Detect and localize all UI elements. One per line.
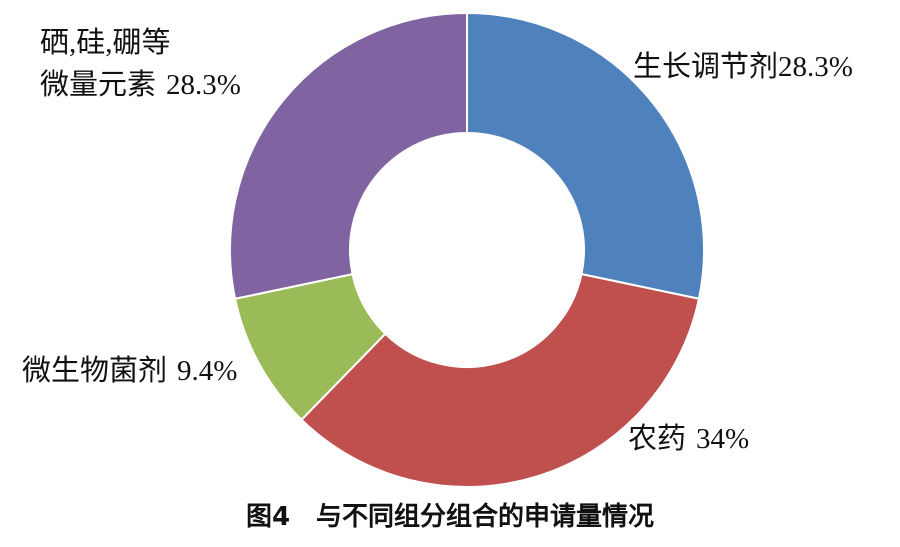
value-label: 34%: [696, 423, 750, 455]
chart-caption: 图4 与不同组分组合的申请量情况: [245, 502, 655, 532]
data-label: 农药 34%: [628, 418, 749, 460]
donut-segment: [300, 272, 701, 488]
value-label: 28.3%: [166, 69, 241, 101]
value-label: 28.3%: [778, 51, 853, 83]
value-label: 9.4%: [177, 355, 238, 387]
category-label: 微生物菌剂: [22, 355, 168, 387]
category-label: 农药: [628, 423, 687, 455]
donut-segment: [466, 11, 705, 300]
category-label: 硒,硅,硼等 微量元素: [40, 27, 171, 101]
donut-segment: [229, 11, 468, 300]
category-label: 生长调节剂: [633, 51, 779, 83]
data-label: 硒,硅,硼等 微量元素 28.3%: [40, 22, 241, 106]
data-label: 生长调节剂28.3%: [633, 46, 853, 88]
data-label: 微生物菌剂 9.4%: [22, 350, 237, 392]
